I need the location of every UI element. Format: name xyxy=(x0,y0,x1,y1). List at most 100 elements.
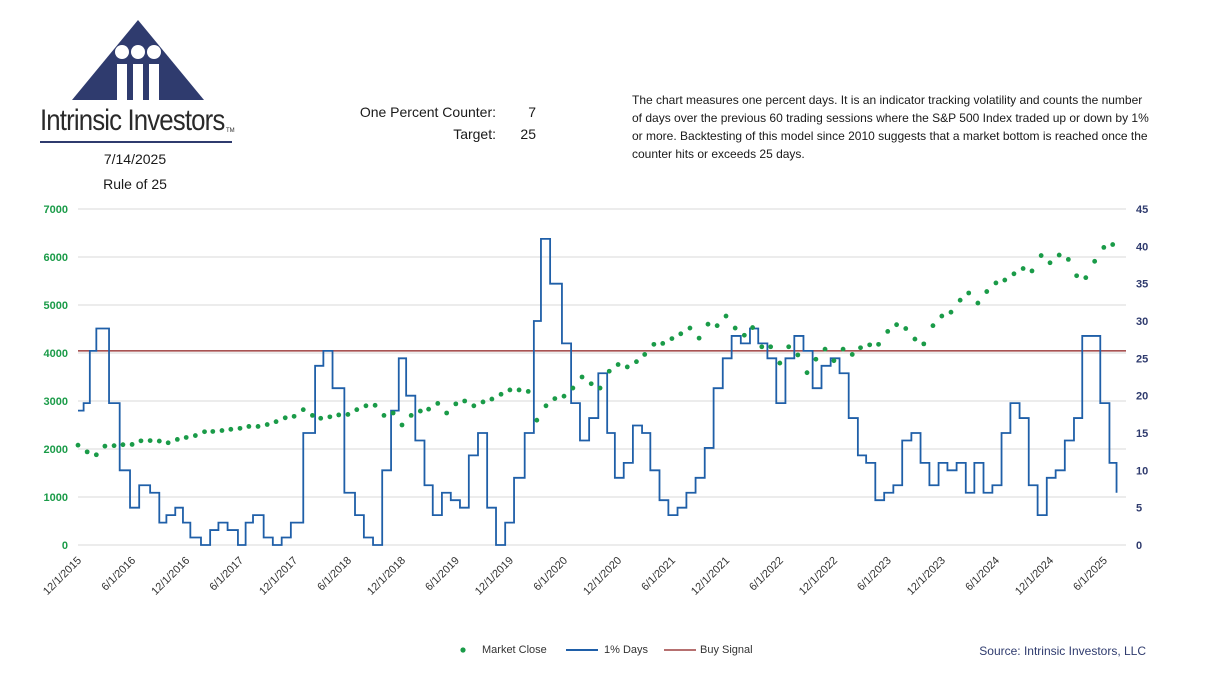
x-axis-tick-label: 6/1/2024 xyxy=(963,555,1002,594)
market-close-point xyxy=(624,364,630,370)
market-close-point xyxy=(336,412,342,418)
market-close-point xyxy=(804,370,810,376)
source-note: Source: Intrinsic Investors, LLC xyxy=(979,644,1146,658)
x-axis-tick-label: 6/1/2017 xyxy=(207,555,246,594)
market-close-point xyxy=(1065,257,1071,262)
x-axis-tick-label: 6/1/2020 xyxy=(531,555,570,594)
market-close-point xyxy=(264,422,270,427)
market-close-point xyxy=(840,346,846,352)
market-close-point xyxy=(390,410,396,416)
market-close-point xyxy=(885,329,891,334)
market-close-point xyxy=(1020,266,1026,271)
market-close-point xyxy=(426,406,432,412)
market-close-point xyxy=(273,419,279,425)
market-close-series xyxy=(75,242,1116,458)
x-axis-tick-label: 6/1/2018 xyxy=(315,555,354,594)
market-close-point xyxy=(84,449,90,455)
legend-market-close-swatch xyxy=(460,647,466,653)
right-axis-tick-label: 40 xyxy=(1136,241,1148,253)
market-close-point xyxy=(255,424,261,429)
market-close-point xyxy=(219,428,225,433)
target-value: 25 xyxy=(520,126,536,142)
market-close-point xyxy=(822,346,828,352)
market-close-point xyxy=(858,345,863,351)
x-axis-tick-label: 12/1/2021 xyxy=(689,555,732,598)
market-close-point xyxy=(606,368,612,374)
market-close-point xyxy=(282,415,288,421)
market-close-point xyxy=(723,313,729,319)
market-close-point xyxy=(111,443,117,449)
legend-buy-signal-label: Buy Signal xyxy=(700,644,753,656)
left-axis-tick-label: 3000 xyxy=(44,396,68,408)
x-axis-tick-label: 12/1/2022 xyxy=(797,555,840,598)
market-close-point xyxy=(327,414,333,420)
x-axis-tick-label: 12/1/2019 xyxy=(473,555,516,598)
market-close-point xyxy=(417,408,423,414)
market-close-point xyxy=(516,387,522,393)
market-close-point xyxy=(138,438,144,444)
x-axis-tick-label: 12/1/2024 xyxy=(1013,555,1056,598)
x-axis-tick-label: 6/1/2021 xyxy=(639,555,678,594)
market-close-point xyxy=(1074,273,1080,279)
right-axis-tick-label: 30 xyxy=(1136,316,1148,328)
x-axis-tick-label: 12/1/2020 xyxy=(581,555,624,598)
market-close-point xyxy=(156,438,162,444)
market-close-point xyxy=(165,440,171,446)
market-close-point xyxy=(1038,253,1044,258)
market-close-point xyxy=(453,401,459,407)
logo-trademark: TM xyxy=(226,128,235,134)
market-close-point xyxy=(489,396,495,402)
market-close-point xyxy=(831,358,837,364)
market-close-point xyxy=(534,417,540,423)
left-axis-ticks: 0 1000 2000 3000 4000 5000 6000 7000 xyxy=(44,204,68,552)
market-close-point xyxy=(777,360,783,366)
one-percent-days-line xyxy=(78,237,1118,546)
left-axis-tick-label: 6000 xyxy=(44,252,68,264)
market-close-point xyxy=(642,352,648,357)
market-close-point xyxy=(237,425,243,431)
x-axis-tick-label: 6/1/2025 xyxy=(1071,555,1110,594)
x-axis-tick-label: 12/1/2018 xyxy=(365,555,408,598)
market-close-point xyxy=(507,387,513,393)
market-close-point xyxy=(498,391,504,397)
target-label: Target: xyxy=(453,126,496,142)
market-close-point xyxy=(634,359,639,365)
market-close-point xyxy=(381,413,387,418)
market-close-point xyxy=(876,341,881,347)
left-axis-tick-label: 0 xyxy=(62,540,68,552)
market-close-point xyxy=(399,422,405,428)
market-close-point xyxy=(174,437,180,442)
market-close-point xyxy=(543,403,549,409)
left-axis-tick-label: 7000 xyxy=(44,204,68,216)
market-close-point xyxy=(687,325,693,331)
market-close-point xyxy=(984,289,990,294)
legend-buy-signal-swatch xyxy=(664,649,696,651)
market-close-point xyxy=(867,342,873,348)
market-close-point xyxy=(939,313,945,319)
market-close-point xyxy=(202,429,207,435)
report-date: 7/14/2025 xyxy=(103,151,167,167)
market-close-point xyxy=(480,399,486,405)
market-close-point xyxy=(1011,271,1017,277)
logo-wordmark: Intrinsic Investors xyxy=(40,104,225,137)
market-close-point xyxy=(147,438,153,443)
right-axis-tick-label: 20 xyxy=(1136,391,1148,403)
market-close-point xyxy=(210,429,216,434)
market-close-point xyxy=(1002,277,1008,283)
x-axis-tick-label: 6/1/2023 xyxy=(855,555,894,594)
market-close-point xyxy=(750,325,756,330)
market-close-point xyxy=(660,341,666,346)
market-close-point xyxy=(408,413,414,418)
market-close-point xyxy=(975,300,981,306)
x-axis-tick-label: 12/1/2023 xyxy=(905,555,948,598)
market-close-point xyxy=(759,344,765,350)
x-axis-tick-label: 6/1/2016 xyxy=(99,555,138,594)
market-close-point xyxy=(1101,245,1107,250)
left-axis-tick-label: 2000 xyxy=(44,444,68,456)
market-close-point xyxy=(300,407,306,413)
left-axis-tick-label: 5000 xyxy=(44,300,68,312)
market-close-point xyxy=(615,362,621,367)
market-close-point xyxy=(588,381,594,387)
market-close-point xyxy=(1029,268,1035,274)
legend-market-close-label: Market Close xyxy=(482,644,547,656)
